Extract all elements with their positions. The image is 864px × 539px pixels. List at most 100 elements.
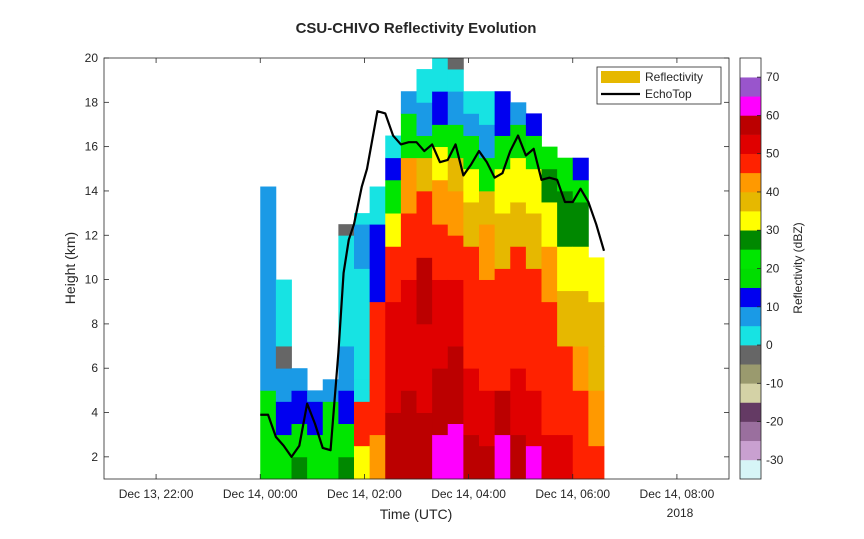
heatmap-cell [400,91,417,114]
colorbar-bin [740,306,761,327]
colorbar-tick-label: 50 [766,147,780,161]
heatmap-cell [588,445,605,480]
colorbar-tick-label: 60 [766,108,780,122]
heatmap-cell [432,58,449,92]
heatmap-cell [572,157,589,181]
heatmap-cell [400,390,417,480]
heatmap-cell [572,434,589,480]
colorbar-bin [740,440,761,461]
colorbar-tick-label: 0 [766,338,773,352]
heatmap-cell [291,368,308,391]
plot-frame [103,57,730,480]
echotop-line [260,110,606,458]
y-tick-label: 16 [85,140,99,154]
heatmap-cell [275,346,292,369]
heatmap-cell [447,279,464,347]
colorbar-tick-label: 10 [766,300,780,314]
colorbar-bin [740,96,761,116]
heatmap-cell [541,202,558,247]
heatmap-cell [275,279,292,347]
colorbar-bin [740,115,761,135]
reflectivity-heatmap [260,58,605,480]
heatmap-cell [463,168,480,203]
plot-area: Dec 13, 22:00 Dec 14, 00:00 Dec 14, 02:00 D… [85,51,730,501]
heatmap-cell [369,224,386,303]
y-tick-label: 10 [85,273,99,287]
heatmap-cell [572,290,589,347]
colorbar: 70 60 50 40 30 20 10 0 -10 -20 -30 Reflectivity (d… [739,57,805,480]
heatmap-cell [463,202,480,247]
colorbar-bins [740,58,761,480]
colorbar-bin [740,230,761,250]
heatmap-cell [432,224,449,280]
heatmap-cell [369,186,386,225]
heatmap-cell [400,279,417,391]
heatmap-cell [447,346,464,424]
heatmap-cell [338,390,355,425]
colorbar-bin [740,421,761,442]
legend-box [596,66,722,105]
legend-swatch-reflectivity [601,71,640,83]
heatmap-cell [541,368,558,436]
colorbar-tick-label: 30 [766,223,780,237]
x-axis-label: Time (UTC) [380,506,453,522]
colorbar-bin [740,325,761,346]
heatmap-cell [494,91,511,136]
heatmap-cell [416,257,433,325]
heatmap-cell [354,224,371,269]
colorbar-ticks: 70 60 50 40 30 20 10 0 -10 -20 -30 [757,70,784,467]
heatmap-cell [432,179,449,225]
heatmap-cell [385,301,402,413]
heatmap-cell [494,168,511,214]
heatmap-cell [510,124,527,159]
heatmap-cell [338,346,355,391]
colorbar-tick-label: -10 [766,376,784,390]
heatmap-cell [557,190,574,247]
heatmap-cell [275,368,292,402]
heatmap-cell [572,246,589,292]
heatmap-cell [494,213,511,269]
heatmap-cell [275,434,292,480]
colorbar-bin [740,249,761,269]
y-tick-label: 4 [91,406,98,420]
heatmap-cell [479,157,496,192]
heatmap-cell [510,157,527,203]
heatmap-cell [338,224,355,236]
heatmap-cell [494,434,511,480]
heatmap-cell [291,390,308,425]
heatmap-cell [588,390,605,447]
heatmap-cell [463,368,480,436]
x-tick-label: Dec 13, 22:00 [119,487,194,501]
heatmap-cell [447,423,464,480]
heatmap-cell [338,423,355,458]
colorbar-bin [740,211,761,231]
x-axis-ticks: Dec 13, 22:00 Dec 14, 00:00 Dec 14, 02:00 D… [119,58,715,501]
heatmap-cell [416,323,433,413]
colorbar-label: Reflectivity (dBZ) [791,222,805,313]
heatmap-cell [354,268,371,380]
heatmap-cell [291,456,308,480]
heatmap-cell [588,346,605,391]
colorbar-tick-label: 70 [766,70,780,84]
heatmap-cell [463,246,480,303]
colorbar-bin [740,364,761,384]
heatmap-cell [322,445,339,480]
y-tick-label: 6 [91,361,98,375]
heatmap-cell [447,69,464,92]
heatmap-cell [525,168,542,214]
x-tick-label: Dec 14, 06:00 [535,487,610,501]
heatmap-cell [510,102,527,125]
heatmap-cell [260,390,277,413]
heatmap-cell [494,323,511,391]
y-tick-label: 8 [91,317,98,331]
heatmap-cell [416,135,433,159]
heatmap-cell [432,279,449,369]
heatmap-cell [463,434,480,480]
colorbar-bin [740,383,761,403]
heatmap-cell [525,113,542,136]
y-axis-ticks: 2 4 6 8 10 12 14 16 18 20 [85,51,729,464]
heatmap-cell [479,323,496,391]
heatmap-cell [510,434,527,480]
colorbar-tick-label: 20 [766,262,780,276]
